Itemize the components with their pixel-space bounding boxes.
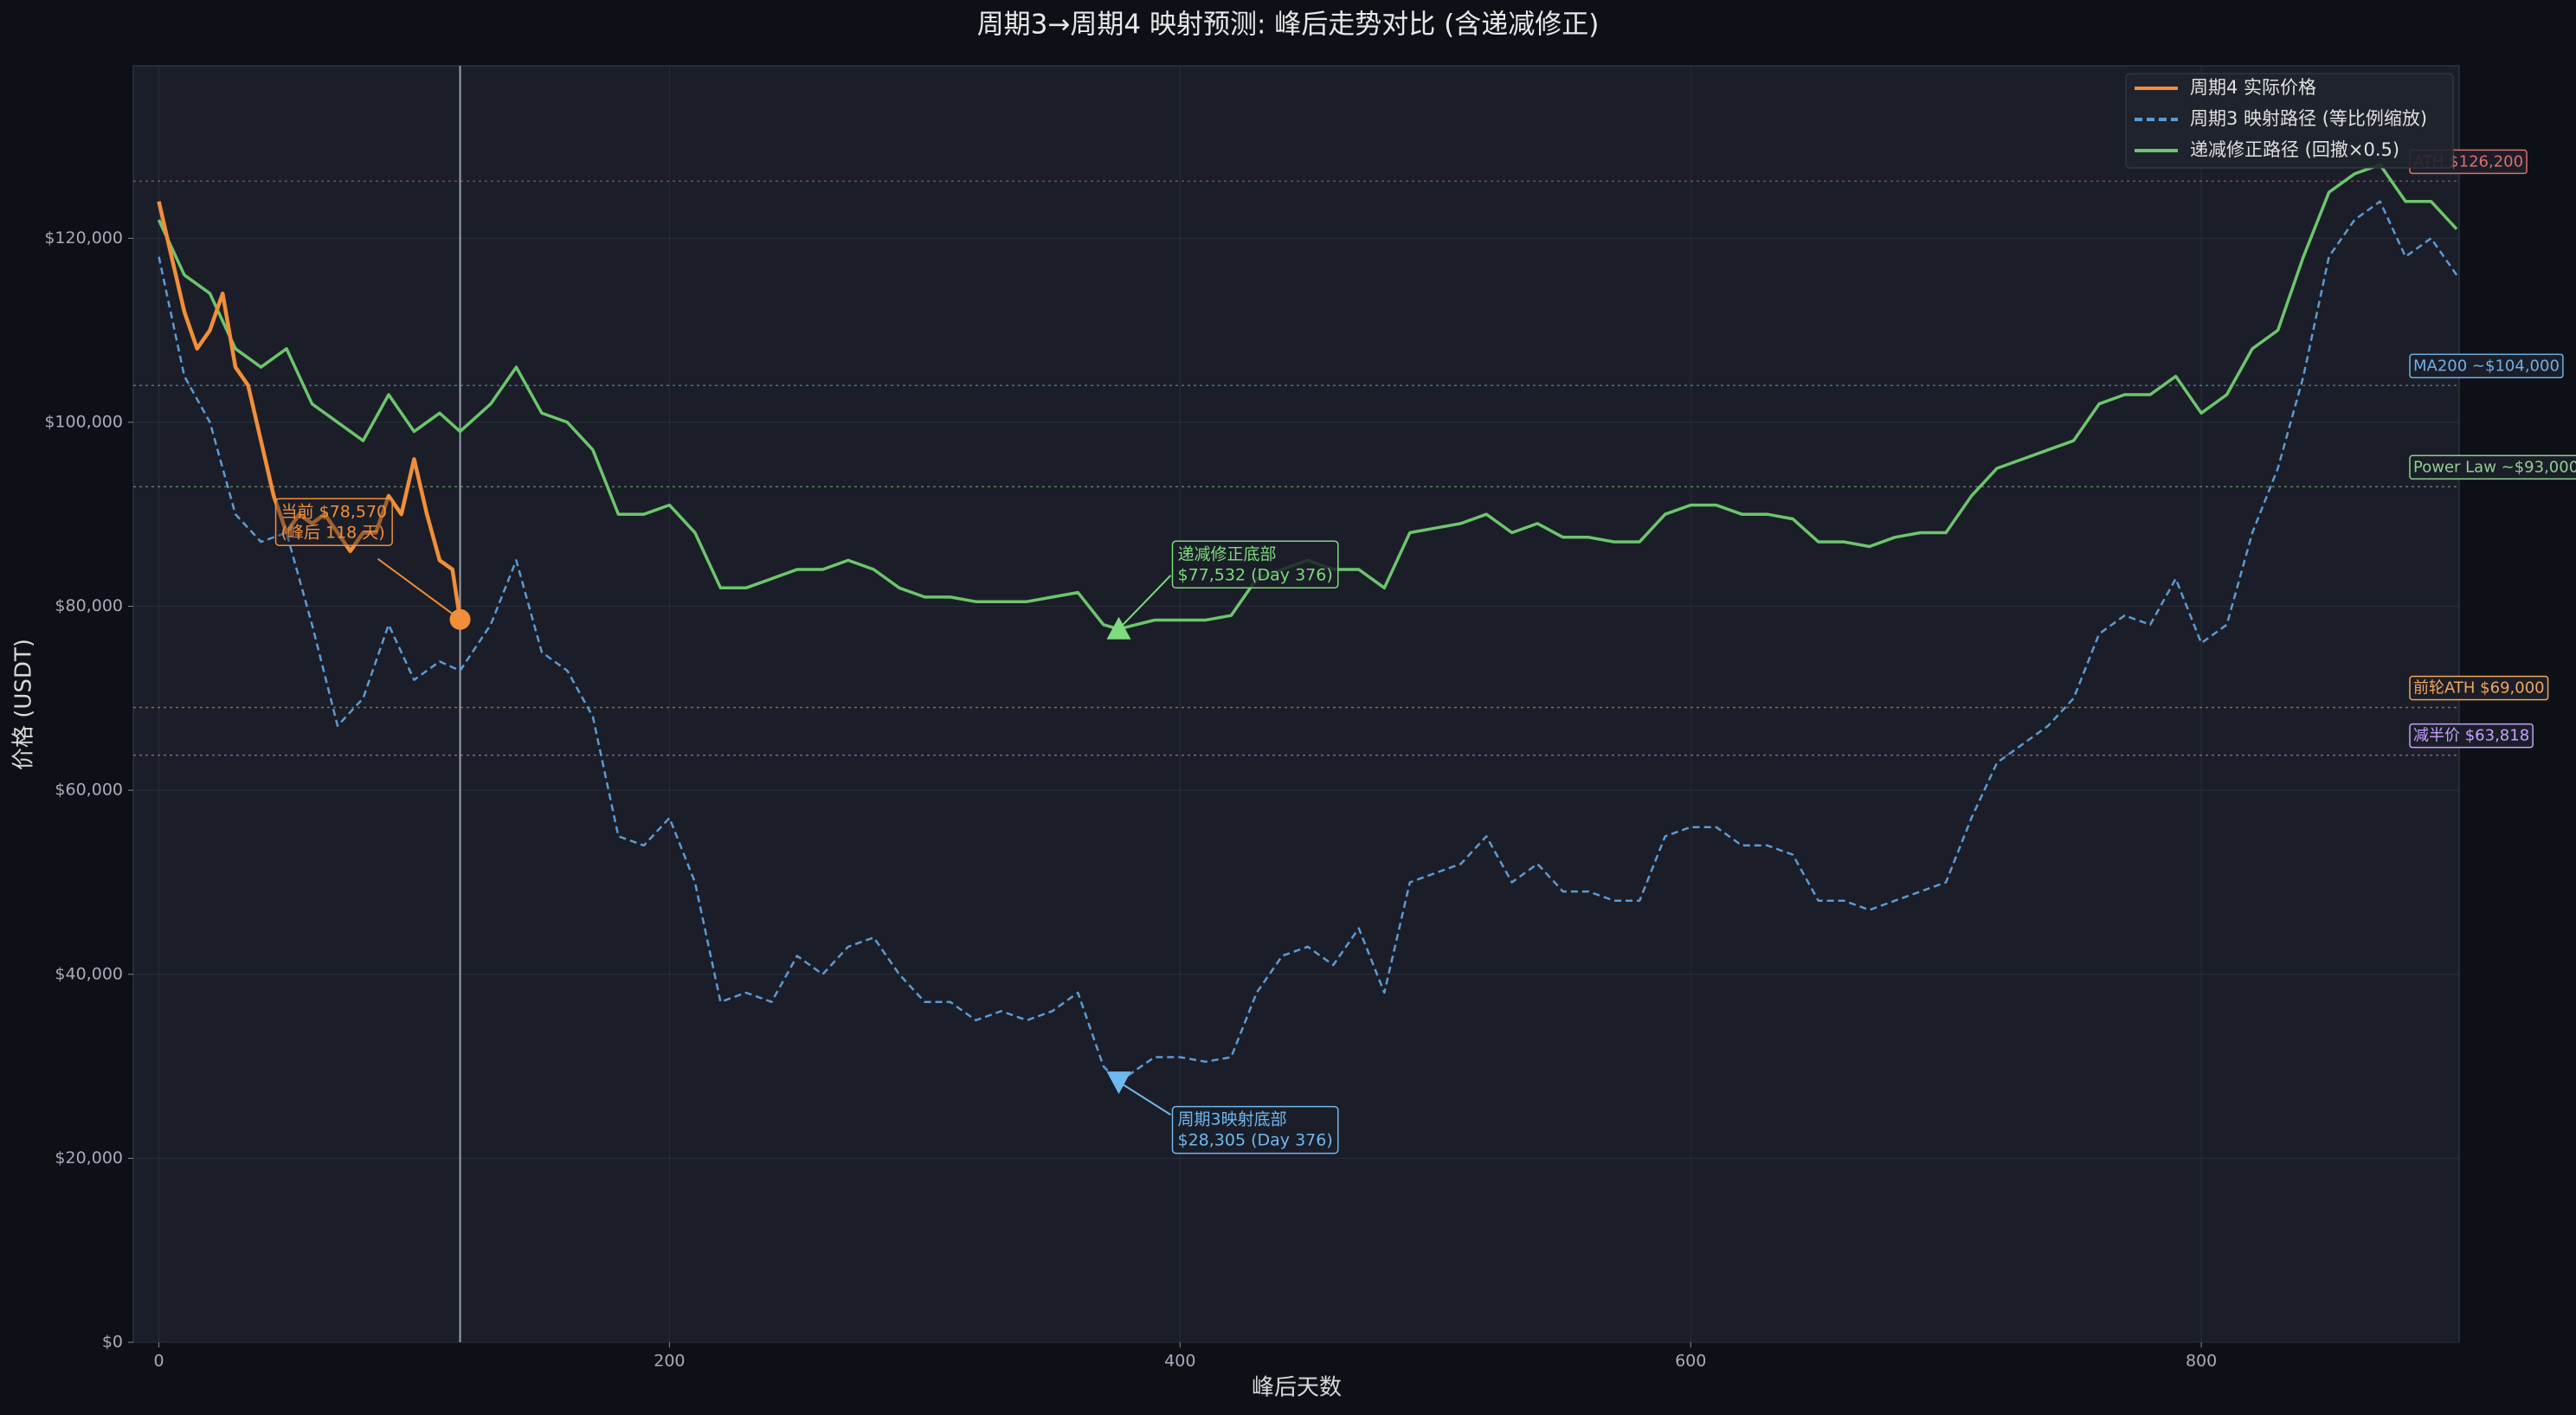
reference-label-box — [2409, 454, 2576, 480]
annotation-text: $77,532 (Day 376) — [1178, 565, 1333, 584]
annotation-box — [1171, 1105, 1339, 1155]
annotation: 当前 $78,570 (峰后 118 天) — [274, 498, 393, 547]
annotation: 周期3映射底部 $28,305 (Day 376) — [1171, 1105, 1339, 1155]
reference-label-box — [2409, 675, 2549, 701]
reference-label: MA200 ~$104,000 — [2413, 357, 2560, 375]
legend-label: 周期4 实际价格 — [2190, 77, 2316, 98]
x-axis-label: 峰后天数 — [1252, 1375, 1342, 1401]
legend-label: 递减修正路径 (回撤×0.5) — [2190, 139, 2399, 160]
series-line — [158, 200, 2458, 1084]
y-tick-label: $0 — [102, 1333, 123, 1352]
annotation-text: 递减修正底部 — [1178, 544, 1277, 563]
y-tick-label: $60,000 — [55, 781, 123, 800]
y-tick-label: $100,000 — [44, 412, 123, 431]
y-tick-label: $20,000 — [55, 1148, 123, 1167]
x-tick-label: 600 — [1675, 1352, 1706, 1371]
annotation-text: (峰后 118 天) — [281, 523, 385, 542]
x-tick-label: 200 — [654, 1352, 685, 1371]
y-axis-label: 价格 (USDT) — [11, 639, 37, 770]
series-line — [157, 201, 462, 621]
reference-label: 前轮ATH $69,000 — [2413, 679, 2545, 697]
chart-title: 周期3→周期4 映射预测: 峰后走势对比 (含递减修正) — [977, 10, 1600, 41]
annotation-box — [274, 498, 393, 547]
reference-label: 减半价 $63,818 — [2413, 727, 2529, 745]
reference-label: Power Law ~$93,000 — [2413, 458, 2576, 476]
annotation-arrow — [1117, 575, 1172, 630]
annotation-text: $28,305 (Day 376) — [1178, 1131, 1333, 1150]
x-tick-label: 400 — [1164, 1352, 1195, 1371]
x-tick-label: 800 — [2186, 1352, 2217, 1371]
bottom-marker — [1106, 1071, 1131, 1095]
bottom-marker — [1106, 616, 1131, 640]
annotation-arrow — [377, 557, 461, 621]
current-point — [449, 608, 471, 630]
annotation-arrow — [1117, 1081, 1172, 1116]
annotation-text: 周期3映射底部 — [1178, 1110, 1287, 1129]
reference-label-box — [2409, 723, 2534, 749]
y-tick-label: $40,000 — [55, 964, 123, 983]
annotation-text: 当前 $78,570 — [281, 502, 388, 521]
x-tick-label: 0 — [153, 1352, 164, 1371]
y-tick-label: $120,000 — [44, 228, 123, 248]
legend-label: 周期3 映射路径 (等比例缩放) — [2190, 108, 2427, 129]
y-tick-label: $80,000 — [55, 596, 123, 615]
annotation-box — [1171, 540, 1339, 589]
reference-label-box — [2409, 353, 2564, 379]
annotation: 递减修正底部 $77,532 (Day 376) — [1171, 540, 1339, 589]
legend-box — [2125, 73, 2454, 169]
